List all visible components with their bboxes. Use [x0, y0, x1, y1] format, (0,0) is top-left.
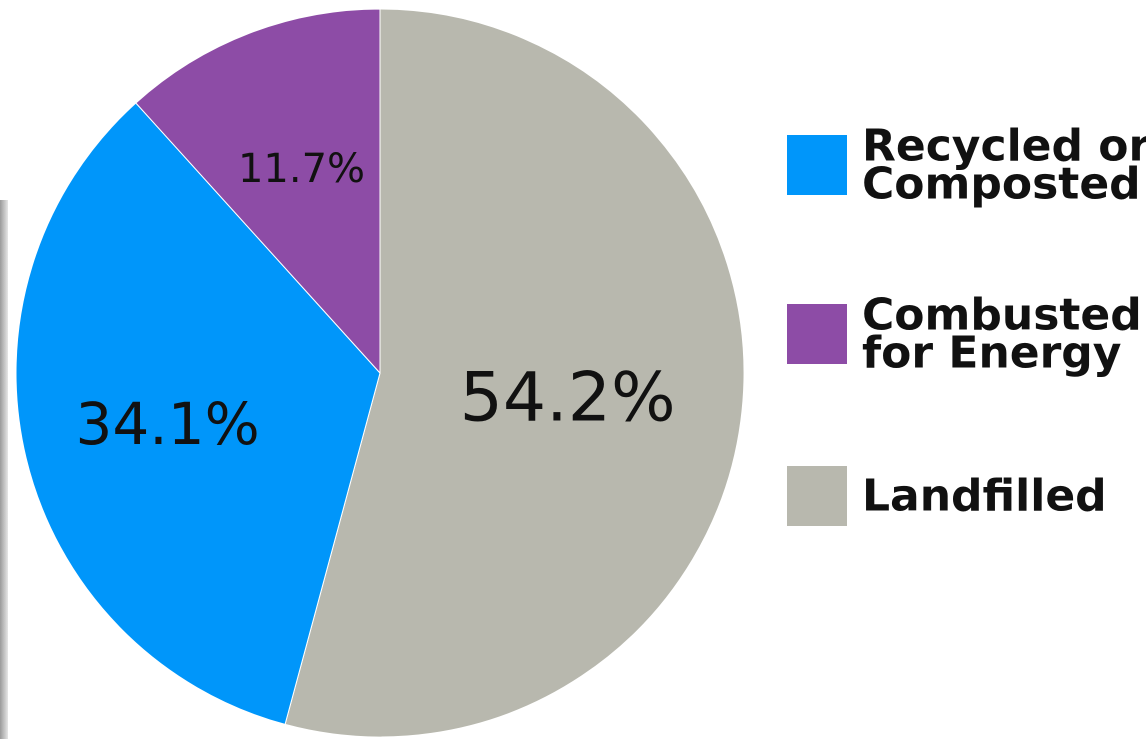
legend-swatch — [787, 304, 847, 364]
pie-slices — [15, 8, 745, 738]
pie-slice-combusted-for-energy — [135, 8, 381, 375]
left-edge-shading — [0, 200, 8, 739]
legend-label: Landfilled — [862, 471, 1107, 522]
legend-label: for Energy — [862, 328, 1122, 379]
legend-label: Composted — [862, 159, 1141, 210]
pie-slice-recycled-or-composted — [15, 102, 381, 726]
slice-label-recycled-or-composted: 34.1% — [76, 390, 260, 458]
legend-label: Recycled or — [862, 121, 1146, 172]
slice-label-landfilled: 54.2% — [460, 358, 676, 437]
legend-swatch — [787, 135, 847, 195]
legend-swatch — [787, 466, 847, 526]
slice-label-combusted-for-energy: 11.7% — [238, 146, 365, 192]
slice-labels: 54.2% 34.1% 11.7% — [76, 146, 676, 458]
pie-slice-landfilled — [284, 8, 745, 738]
legend-label: Combusted — [862, 290, 1142, 341]
